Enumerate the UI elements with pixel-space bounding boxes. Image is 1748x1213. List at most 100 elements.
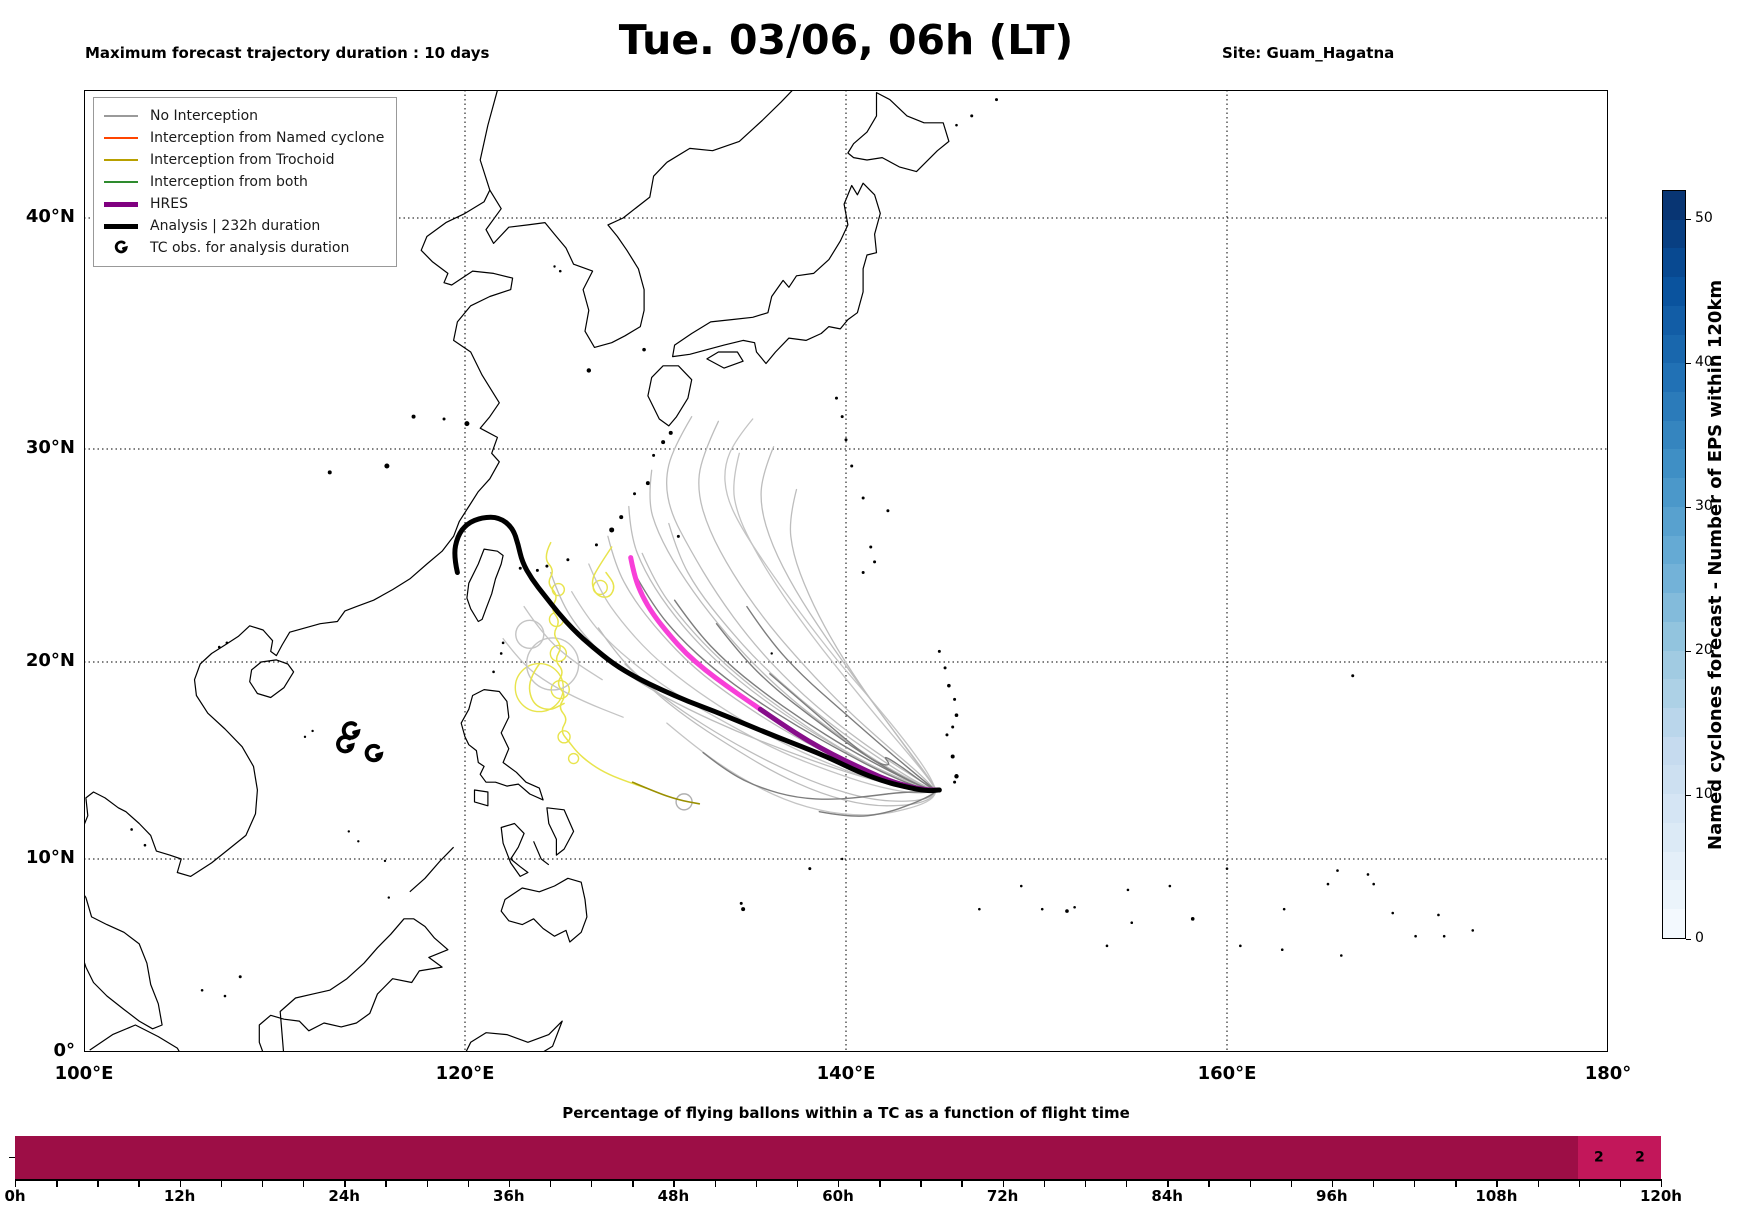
coastline	[672, 182, 881, 365]
flight-bar-tick	[1496, 1180, 1498, 1187]
colorbar-tick-label: 10	[1695, 785, 1713, 802]
coastline	[249, 659, 295, 699]
legend-line-sample	[104, 137, 138, 139]
island-dot	[558, 269, 562, 273]
legend-item: Analysis | 232h duration	[104, 215, 384, 237]
trajectory-eps	[502, 637, 624, 718]
coastline	[460, 689, 544, 801]
flight-bar-segment	[1537, 1136, 1579, 1179]
island-dot	[970, 114, 974, 118]
island-dot	[594, 543, 598, 547]
trajectory-eps	[698, 420, 938, 792]
page-title: Tue. 03/06, 06h (LT)	[618, 16, 1074, 64]
legend-line-sample	[104, 115, 138, 117]
island-dot	[840, 857, 844, 861]
island-dot	[861, 496, 865, 500]
flight-bar-tick	[138, 1180, 140, 1187]
flight-bar-tick	[1455, 1180, 1457, 1187]
x-axis-tick-label: 160°E	[1197, 1063, 1257, 1084]
island-dot	[676, 534, 680, 538]
flight-bar-segment	[138, 1136, 180, 1179]
island-dot	[994, 98, 998, 102]
flight-bar-segment	[796, 1136, 838, 1179]
flight-bar-segment	[1372, 1136, 1414, 1179]
colorbar-tick	[1686, 794, 1691, 796]
flight-bar-tick	[714, 1180, 716, 1187]
flight-bar-segment	[302, 1136, 345, 1179]
colorbar-step	[1663, 334, 1685, 364]
colorbar-step	[1663, 363, 1685, 393]
colorbar-step	[1663, 219, 1685, 249]
island-dot	[1065, 909, 1069, 913]
legend-item-label: TC obs. for analysis duration	[150, 240, 350, 256]
island-dot	[645, 481, 650, 486]
x-axis-tick-label: 180°	[1584, 1063, 1632, 1084]
colorbar-tick-label: 50	[1695, 209, 1713, 226]
island-dot	[1073, 905, 1076, 909]
colorbar-step	[1663, 908, 1685, 938]
flight-bar-segment	[1413, 1136, 1455, 1179]
flight-bar-tick	[961, 1180, 963, 1187]
y-axis-tick-label: 20°N	[25, 650, 75, 671]
island-dot	[442, 417, 446, 421]
island-dot	[586, 368, 592, 373]
flight-bar-segment	[549, 1136, 591, 1179]
island-dot	[1239, 944, 1242, 948]
trajectory-trochoid-dark	[631, 781, 701, 805]
flight-bar-segment	[755, 1136, 797, 1179]
flight-bar-segment	[1084, 1136, 1126, 1179]
trajectory-eps-dark	[702, 751, 938, 800]
coastline	[706, 351, 744, 369]
flight-bar-tick	[467, 1180, 470, 1187]
flight-bar-segment	[961, 1136, 1003, 1179]
flight-bar-tick	[303, 1180, 305, 1187]
flight-bar-tick	[1043, 1180, 1046, 1187]
island-dot	[850, 464, 854, 468]
colorbar-step	[1663, 822, 1685, 852]
colorbar-step	[1663, 650, 1685, 680]
legend-line-sample	[104, 181, 138, 183]
flight-bar-tick	[56, 1180, 58, 1187]
flight-bar-tick	[632, 1180, 634, 1187]
island-dot	[143, 843, 147, 847]
island-dot	[1351, 674, 1355, 678]
island-dot	[652, 453, 656, 457]
legend-item: TC obs. for analysis duration	[104, 237, 384, 259]
island-dot	[609, 527, 615, 533]
flight-bar-title: Percentage of flying ballons within a TC…	[562, 1104, 1130, 1122]
island-dot	[840, 415, 844, 419]
flight-bar-tick	[1290, 1180, 1293, 1187]
eps-loop	[515, 619, 545, 650]
trajectory-trochoid	[545, 541, 647, 789]
flight-bar-segment	[1043, 1136, 1085, 1179]
trajectory-eps	[624, 663, 938, 807]
trajectory-eps	[668, 522, 938, 792]
flight-bar-tick	[1167, 1180, 1169, 1187]
trajectory-eps	[789, 488, 938, 792]
island-dot	[1019, 884, 1023, 888]
flight-bar-segment	[673, 1136, 715, 1179]
coastline	[485, 161, 668, 348]
island-dot	[945, 733, 949, 737]
island-dot	[1225, 867, 1229, 870]
colorbar-step	[1663, 191, 1685, 220]
island-dot	[347, 830, 350, 833]
legend-item: No Interception	[104, 105, 384, 127]
island-dot	[937, 649, 941, 653]
y-axis-tick-label: 10°N	[25, 847, 75, 868]
island-dot	[217, 645, 221, 649]
legend-item-label: Interception from Named cyclone	[150, 130, 385, 146]
coastline	[546, 807, 575, 856]
flight-bar-segment	[508, 1136, 550, 1179]
colorbar-tick	[1686, 362, 1691, 364]
island-dot	[953, 780, 957, 784]
colorbar-step	[1663, 679, 1685, 708]
coastline	[847, 92, 950, 173]
y-axis-tick-label: 0°	[53, 1040, 75, 1061]
legend-item-label: Interception from both	[150, 174, 308, 190]
island-dot	[954, 713, 959, 717]
flight-bar-tick	[549, 1180, 552, 1187]
island-dot	[953, 697, 957, 701]
